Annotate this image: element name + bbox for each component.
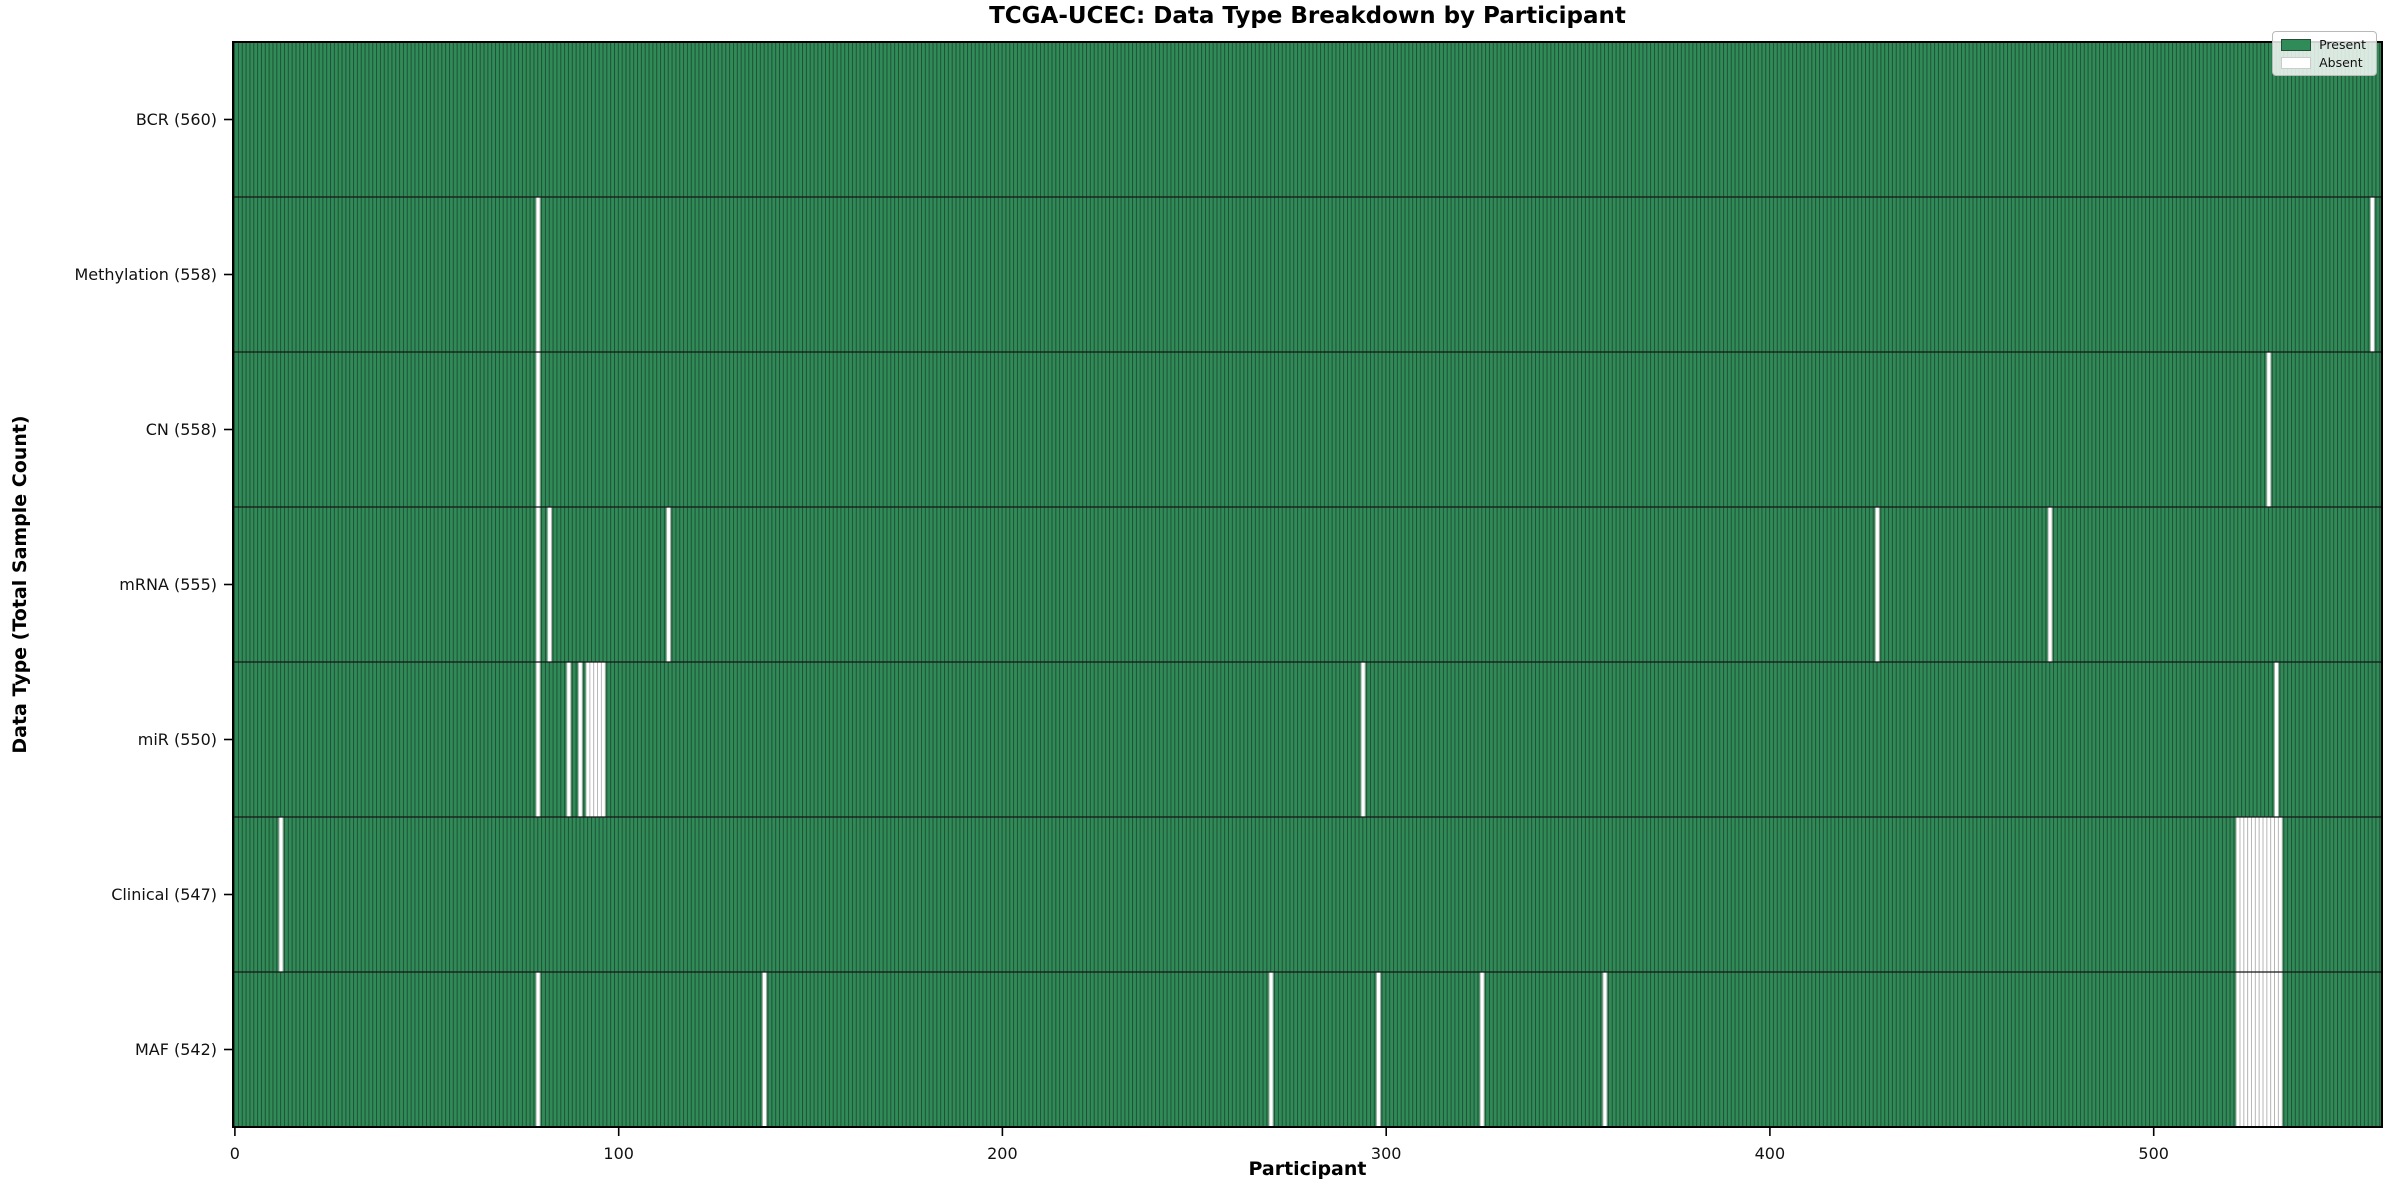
absent-mark-Clinical [2262, 816, 2268, 973]
row-band-Clinical [233, 817, 2382, 972]
row-label-MAF: MAF (542) [135, 1040, 217, 1059]
absent-mark-MAF [535, 971, 541, 1128]
absent-mark-Clinical [2277, 816, 2283, 973]
absent-mark-CN [2266, 351, 2272, 508]
absent-mark-mRNA [535, 506, 541, 663]
absent-mark-MAF [2254, 971, 2260, 1128]
absent-mark-MAF [2270, 971, 2275, 1128]
absent-mark-miR [585, 661, 591, 818]
x-tick-label: 100 [603, 1144, 634, 1163]
absent-mark-Clinical [2251, 816, 2256, 973]
absent-mark-mRNA [2047, 506, 2053, 663]
plot-border [232, 41, 2383, 1128]
absent-mark-MAF [1602, 971, 1608, 1128]
absent-mark-MAF [2239, 971, 2245, 1128]
absent-mark-MAF [2266, 971, 2272, 1128]
x-tick-label: 400 [1755, 1144, 1786, 1163]
row-band-miR [233, 662, 2382, 817]
absent-mark-MAF [1376, 971, 1381, 1128]
absent-mark-miR [2274, 661, 2279, 818]
absent-mark-miR [597, 661, 602, 818]
x-tick-label: 0 [230, 1144, 240, 1163]
absent-mark-miR [535, 661, 541, 818]
absent-mark-MAF [1268, 971, 1274, 1128]
row-label-Methylation: Methylation (558) [74, 265, 217, 284]
absent-mark-MAF [2251, 971, 2256, 1128]
legend-entry-present: Present [2281, 38, 2366, 51]
absent-mark-miR [577, 661, 583, 818]
absent-swatch-icon [2281, 56, 2312, 69]
absent-mark-CN [535, 351, 541, 508]
row-label-miR: miR (550) [138, 730, 217, 749]
absent-mark-miR [600, 661, 606, 818]
absent-mark-Clinical [2254, 816, 2260, 973]
x-tick-label: 500 [2138, 1144, 2169, 1163]
present-swatch-icon [2281, 38, 2312, 51]
row-band-CN [233, 352, 2382, 507]
absent-mark-MAF [2243, 971, 2249, 1128]
row-label-mRNA: mRNA (555) [119, 575, 217, 594]
absent-mark-miR [566, 661, 572, 818]
absent-mark-Clinical [2258, 816, 2264, 973]
legend-entry-absent: Absent [2281, 56, 2366, 69]
absent-mark-MAF [2258, 971, 2264, 1128]
absent-mark-Clinical [278, 816, 284, 973]
absent-mark-Clinical [2274, 816, 2279, 973]
absent-mark-MAF [2277, 971, 2283, 1128]
legend: Present Absent [2272, 31, 2377, 76]
row-band-Methylation [233, 197, 2382, 352]
row-label-CN: CN (558) [146, 420, 217, 439]
absent-mark-MAF [1479, 971, 1485, 1128]
row-label-Clinical: Clinical (547) [111, 885, 217, 904]
absent-mark-mRNA [666, 506, 671, 663]
legend-label-present: Present [2319, 37, 2366, 52]
row-band-MAF [233, 972, 2382, 1127]
absent-mark-MAF [2247, 971, 2252, 1128]
legend-label-absent: Absent [2319, 55, 2363, 70]
absent-mark-MAF [2274, 971, 2279, 1128]
absent-mark-Clinical [2247, 816, 2252, 973]
chart-title: TCGA-UCEC: Data Type Breakdown by Partic… [989, 3, 1626, 29]
x-tick-label: 300 [1371, 1144, 1402, 1163]
absent-mark-Clinical [2266, 816, 2272, 973]
x-axis-label: Participant [1248, 1158, 1367, 1180]
absent-mark-MAF [2262, 971, 2268, 1128]
absent-mark-mRNA [1874, 506, 1880, 663]
x-tick-label: 200 [987, 1144, 1018, 1163]
absent-mark-Clinical [2243, 816, 2249, 973]
absent-mark-Clinical [2235, 816, 2241, 973]
row-label-BCR: BCR (560) [136, 110, 217, 129]
absent-mark-miR [589, 661, 595, 818]
row-band-BCR [233, 42, 2382, 197]
absent-mark-MAF [2235, 971, 2241, 1128]
absent-mark-Methylation [535, 196, 541, 353]
absent-mark-miR [1360, 661, 1366, 818]
absent-mark-Methylation [2370, 196, 2375, 353]
absent-mark-miR [593, 661, 599, 818]
absent-mark-Clinical [2239, 816, 2245, 973]
absent-mark-Clinical [2270, 816, 2275, 973]
absent-mark-MAF [762, 971, 767, 1128]
row-band-mRNA [233, 507, 2382, 662]
absent-mark-mRNA [547, 506, 552, 663]
